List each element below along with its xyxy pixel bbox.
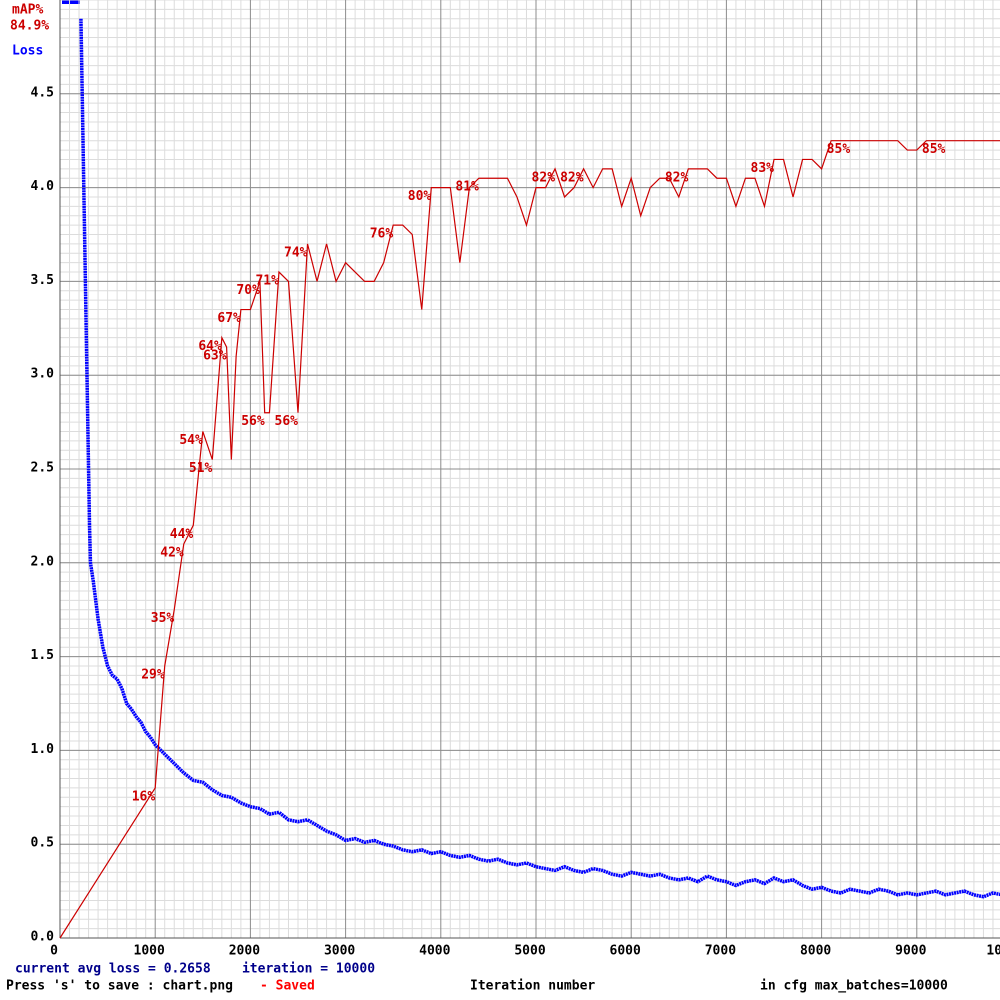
data-label: 82%	[532, 170, 556, 185]
data-label: 42%	[160, 546, 184, 561]
data-label: 63%	[203, 349, 227, 364]
data-label: 51%	[189, 461, 213, 476]
x-tick-label: 9000	[895, 944, 926, 959]
max-batches: in cfg max_batches=10000	[760, 979, 948, 994]
data-label: 83%	[751, 161, 775, 176]
x-tick-label: 10000	[986, 944, 1000, 959]
x-tick-label: 1000	[134, 944, 165, 959]
x-tick-label: 5000	[514, 944, 545, 959]
data-label: 16%	[132, 789, 156, 804]
data-label: 67%	[217, 311, 241, 326]
data-label: 56%	[241, 414, 265, 429]
status-save: Press 's' to save : chart.png	[6, 979, 233, 994]
x-tick-label: 7000	[705, 944, 736, 959]
data-label: 56%	[275, 414, 299, 429]
data-label: 44%	[170, 527, 194, 542]
y-tick-label: 4.5	[31, 85, 54, 100]
x-tick-label: 3000	[324, 944, 355, 959]
data-label: 82%	[665, 170, 689, 185]
y-tick-label: 3.5	[31, 273, 54, 288]
x-axis-label: Iteration number	[470, 979, 595, 994]
status-saved: - Saved	[260, 979, 315, 994]
map-last: 84.9%	[10, 19, 49, 34]
y-tick-label: 0.5	[31, 836, 54, 851]
x-tick-label: 6000	[610, 944, 641, 959]
x-tick-label: 8000	[800, 944, 831, 959]
y-tick-label: 3.0	[31, 367, 55, 382]
data-label: 74%	[284, 245, 308, 260]
status-current: current avg loss = 0.2658 iteration = 10…	[15, 962, 375, 977]
x-tick-label: 4000	[419, 944, 450, 959]
y-tick-label: 1.5	[31, 648, 54, 663]
data-label: 81%	[455, 180, 479, 195]
data-label: 80%	[408, 189, 432, 204]
x-tick-label: 2000	[229, 944, 260, 959]
data-label: 35%	[151, 611, 175, 626]
map-line	[59, 140, 1000, 939]
x-tick-label: 0	[50, 944, 58, 959]
y-tick-label: 2.0	[31, 554, 55, 569]
y-tick-label: 2.5	[31, 461, 54, 476]
data-label: 85%	[827, 142, 851, 157]
y-tick-label: 0.0	[31, 930, 55, 945]
data-label: 71%	[255, 274, 279, 289]
data-label: 70%	[236, 283, 260, 298]
data-label: 64%	[198, 339, 222, 354]
map-title: mAP%	[12, 3, 43, 18]
data-label: 76%	[370, 227, 394, 242]
loss-title: Loss	[12, 44, 43, 59]
progress-bar	[62, 0, 80, 4]
data-label: 85%	[922, 142, 946, 157]
loss-line	[79, 18, 1000, 899]
data-label: 29%	[141, 667, 165, 682]
data-label: 54%	[179, 433, 203, 448]
data-label: 82%	[560, 170, 584, 185]
y-tick-label: 4.0	[31, 179, 55, 194]
y-tick-label: 1.0	[31, 742, 55, 757]
plot: 0 1000 2000 3000 4000 5000 6000 7000 8000 9000 10 0…	[31, 0, 1000, 959]
